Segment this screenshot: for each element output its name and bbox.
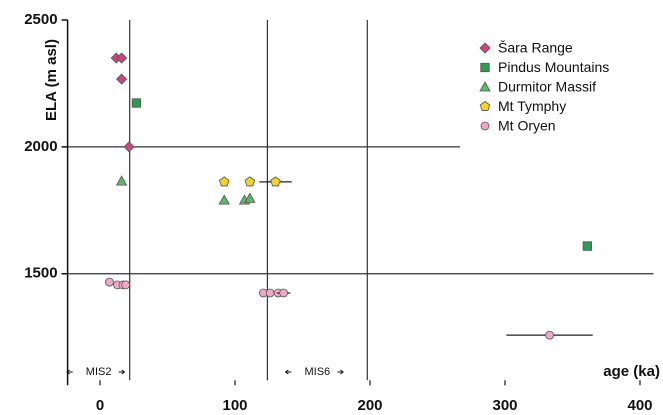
point xyxy=(115,175,128,186)
legend-label: Durmitor Massif xyxy=(498,79,596,95)
legend-marker xyxy=(479,42,491,54)
annotation: MIS6 xyxy=(305,366,331,378)
legend-label: Šara Range xyxy=(498,40,573,56)
x-tick-label: 0 xyxy=(96,397,104,414)
annotation: MIS2 xyxy=(86,366,112,378)
y-tick-label: 1500 xyxy=(24,265,57,282)
y-axis-label: ELA (m asl) xyxy=(43,39,60,121)
y-tick-label: 2000 xyxy=(24,138,57,155)
point xyxy=(270,176,281,187)
legend-marker xyxy=(480,62,490,73)
point xyxy=(105,277,114,287)
annotation-arrow xyxy=(285,369,344,375)
x-tick-label: 100 xyxy=(222,397,247,414)
legend-label: Mt Oryen xyxy=(498,118,556,134)
point xyxy=(244,176,256,187)
legend-label: Pindus Mountains xyxy=(498,59,609,75)
x-axis-label: age (ka) xyxy=(603,363,660,380)
point xyxy=(218,194,230,205)
x-tick-label: 400 xyxy=(627,397,652,414)
y-tick-label: 2500 xyxy=(24,11,57,28)
point xyxy=(218,176,230,187)
point xyxy=(123,141,135,153)
legend-marker xyxy=(480,121,490,131)
point xyxy=(244,192,256,203)
point xyxy=(116,52,128,64)
annotation-arrow xyxy=(66,369,125,375)
point xyxy=(121,280,131,290)
legend-marker xyxy=(479,81,491,92)
legend-marker xyxy=(479,101,491,111)
point xyxy=(116,73,128,85)
x-tick-label: 200 xyxy=(357,397,382,414)
legend-label: Mt Tymphy xyxy=(498,98,566,114)
point xyxy=(131,98,142,108)
x-tick-label: 300 xyxy=(492,397,517,414)
point xyxy=(279,288,289,298)
point xyxy=(265,288,275,298)
point xyxy=(582,241,592,251)
point xyxy=(545,330,554,340)
